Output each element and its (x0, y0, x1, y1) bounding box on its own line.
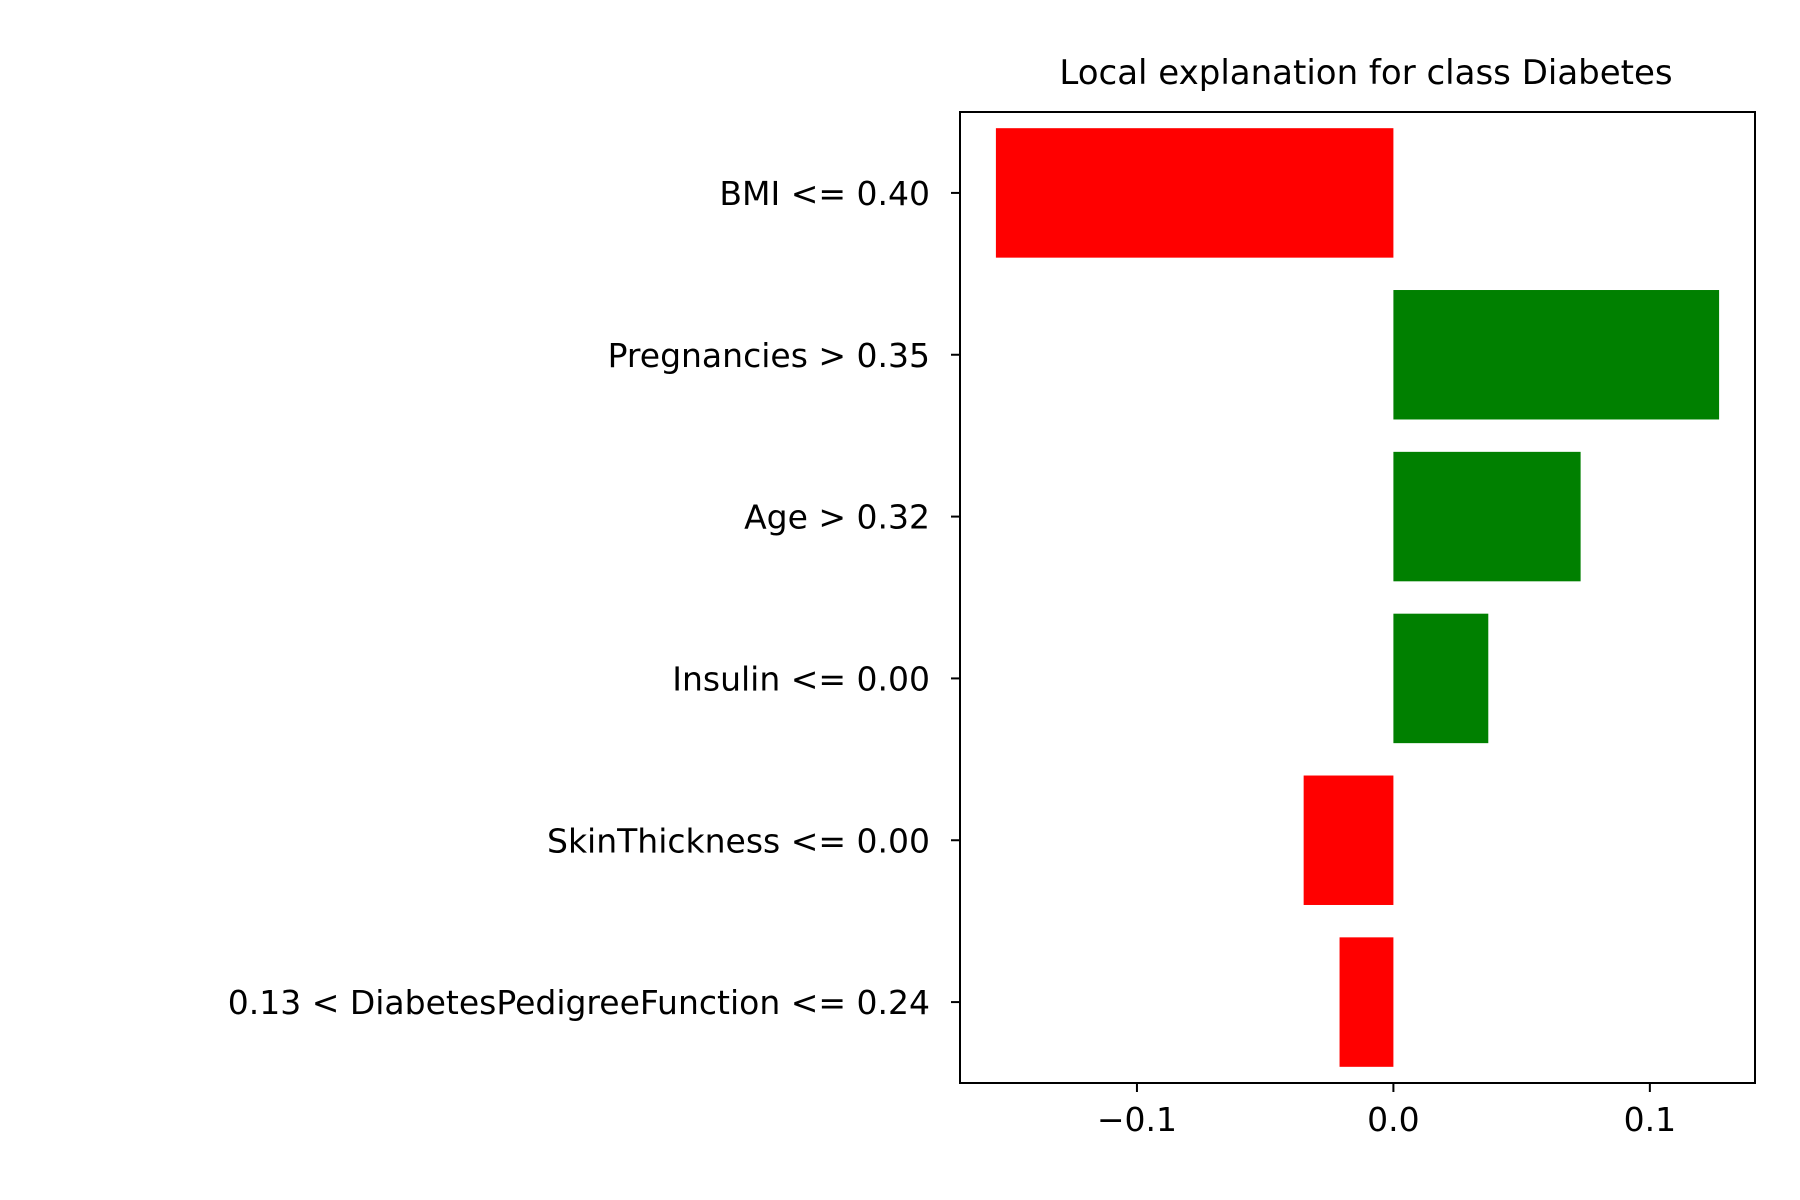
y-tick-label: Pregnancies > 0.35 (608, 336, 930, 375)
bar-5 (1339, 937, 1394, 1067)
y-tick-label: BMI <= 0.40 (719, 174, 930, 213)
bar-2 (1393, 451, 1581, 582)
x-tick-label: −0.1 (1097, 1100, 1177, 1139)
chart-title: Local explanation for class Diabetes (1059, 53, 1672, 93)
y-axis: BMI <= 0.40 Pregnancies > 0.35 Age > 0.32 I… (228, 174, 960, 1022)
y-tick-label: SkinThickness <= 0.00 (547, 821, 930, 860)
x-tick-label: 0.1 (1624, 1100, 1676, 1139)
plot-area-frame (959, 111, 1756, 1084)
x-axis: −0.1 0.0 0.1 (1097, 1083, 1676, 1139)
y-tick-label: Insulin <= 0.00 (672, 659, 930, 698)
bar-1 (1393, 290, 1720, 420)
y-tick-label: Age > 0.32 (744, 498, 930, 537)
bar-3 (1393, 613, 1489, 744)
bars (995, 128, 1720, 1067)
x-tick-label: 0.0 (1367, 1100, 1419, 1139)
bar-0 (995, 128, 1394, 258)
bar-4 (1303, 775, 1394, 905)
y-tick-label: 0.13 < DiabetesPedigreeFunction <= 0.24 (228, 983, 930, 1022)
